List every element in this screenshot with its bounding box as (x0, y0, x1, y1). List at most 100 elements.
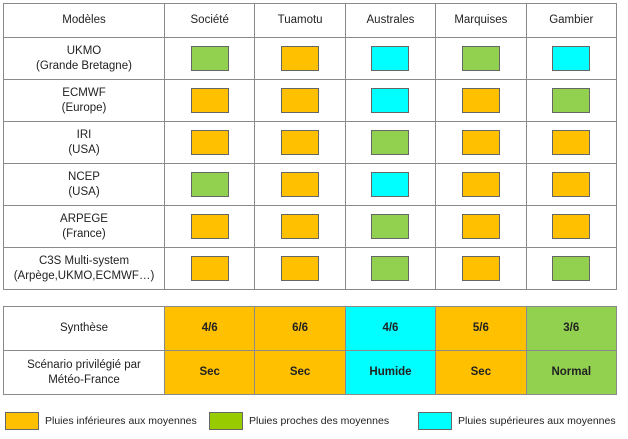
scenario-row: Scénario privilégié par Météo-France Sec… (3, 350, 618, 395)
model-name: C3S Multi-system (Arpège,UKMO,ECMWF…) (3, 247, 165, 290)
scenario-label: Scénario privilégié par Météo-France (3, 350, 165, 395)
legend-item-above: Pluies supérieures aux moyennes (418, 410, 616, 432)
header-region: Tuamotu (254, 3, 346, 38)
synthese-cell: 5/6 (435, 306, 527, 351)
model-name-line: (France) (62, 227, 106, 240)
forecast-swatch (552, 172, 591, 197)
model-name-line: (USA) (68, 185, 100, 198)
forecast-cell (435, 79, 527, 122)
header-models: Modèles (3, 3, 165, 38)
forecast-cell (525, 79, 618, 122)
model-row: NCEP (USA) (3, 163, 618, 206)
model-name-line: (Grande Bretagne) (36, 59, 132, 72)
scenario-cell: Sec (254, 350, 346, 395)
forecast-cell (344, 37, 437, 80)
forecast-swatch (371, 172, 410, 197)
header-region: Australes (344, 3, 437, 38)
legend-swatch (209, 412, 243, 430)
forecast-swatch (552, 88, 591, 113)
model-name-line: (Arpège,UKMO,ECMWF…) (13, 269, 155, 282)
forecast-cell (254, 121, 346, 164)
forecast-swatch (371, 214, 410, 239)
scenario-label-line: Météo-France (48, 373, 120, 386)
forecast-cell (163, 37, 256, 80)
forecast-cell (344, 79, 437, 122)
model-name: ARPEGE (France) (3, 205, 165, 248)
forecast-swatch (190, 256, 229, 281)
forecast-swatch (371, 88, 410, 113)
forecast-swatch (461, 46, 500, 71)
header-row: Modèles Société Tuamotu Australes Marquises G… (3, 3, 618, 38)
model-row: ARPEGE (France) (3, 205, 618, 248)
synthese-cell: 6/6 (254, 306, 346, 351)
model-name-line: (Europe) (61, 101, 107, 114)
forecast-cell (525, 121, 618, 164)
forecast-swatch (461, 256, 500, 281)
forecast-swatch (371, 256, 410, 281)
model-name-line: (USA) (68, 143, 100, 156)
forecast-swatch (190, 88, 229, 113)
model-name: IRI (USA) (3, 121, 165, 164)
forecast-cell (254, 205, 346, 248)
forecast-cell (344, 163, 437, 206)
forecast-cell (254, 247, 346, 290)
forecast-cell (435, 163, 527, 206)
forecast-swatch (190, 46, 229, 71)
forecast-swatch (281, 46, 320, 71)
forecast-swatch (552, 256, 591, 281)
header-region: Gambier (525, 3, 618, 38)
forecast-swatch (461, 214, 500, 239)
forecast-cell (254, 163, 346, 206)
scenario-label-line: Scénario privilégié par (27, 358, 141, 371)
synthese-cell: 4/6 (163, 306, 256, 351)
forecast-cell (254, 79, 346, 122)
model-name: UKMO (Grande Bretagne) (3, 37, 165, 80)
models-table: Modèles Société Tuamotu Australes Marquises G… (3, 3, 618, 290)
forecast-cell (163, 163, 256, 206)
synthese-cell: 3/6 (525, 306, 618, 351)
forecast-swatch (461, 130, 500, 155)
scenario-cell: Humide (344, 350, 437, 395)
legend-label: Pluies supérieures aux moyennes (458, 415, 616, 427)
forecast-cell (344, 121, 437, 164)
forecast-swatch (371, 46, 410, 71)
model-row: ECMWF (Europe) (3, 79, 618, 122)
forecast-cell (163, 121, 256, 164)
legend-swatch (418, 412, 452, 430)
forecast-swatch (281, 214, 320, 239)
forecast-swatch (552, 46, 591, 71)
model-name-line: UKMO (66, 44, 102, 57)
scenario-cell: Normal (525, 350, 618, 395)
forecast-cell (254, 37, 346, 80)
forecast-swatch (461, 88, 500, 113)
forecast-cell (435, 247, 527, 290)
forecast-cell (344, 205, 437, 248)
model-name-line: NCEP (68, 170, 100, 183)
forecast-swatch (281, 172, 320, 197)
legend-item-below: Pluies inférieures aux moyennes (5, 410, 197, 432)
forecast-swatch (281, 88, 320, 113)
synthese-cell: 4/6 (344, 306, 437, 351)
model-name-line: ARPEGE (60, 212, 108, 225)
scenario-cell: Sec (435, 350, 527, 395)
header-region: Marquises (435, 3, 527, 38)
forecast-swatch (190, 214, 229, 239)
summary-table: Synthèse 4/6 6/6 4/6 5/6 3/6 Scénario pr… (3, 306, 618, 395)
scenario-cell: Sec (163, 350, 256, 395)
forecast-cell (163, 205, 256, 248)
forecast-cell (163, 247, 256, 290)
header-region: Société (163, 3, 256, 38)
model-name: ECMWF (Europe) (3, 79, 165, 122)
synthese-row: Synthèse 4/6 6/6 4/6 5/6 3/6 (3, 306, 618, 351)
model-row: C3S Multi-system (Arpège,UKMO,ECMWF…) (3, 247, 618, 290)
model-name-line: ECMWF (62, 86, 106, 99)
forecast-cell (435, 121, 527, 164)
forecast-swatch (281, 130, 320, 155)
forecast-swatch (552, 130, 591, 155)
model-name-line: IRI (76, 128, 92, 141)
legend-label: Pluies proches des moyennes (249, 415, 390, 427)
forecast-cell (525, 205, 618, 248)
forecast-swatch (190, 172, 229, 197)
model-name-line: C3S Multi-system (38, 254, 130, 267)
legend-label: Pluies inférieures aux moyennes (45, 415, 197, 427)
